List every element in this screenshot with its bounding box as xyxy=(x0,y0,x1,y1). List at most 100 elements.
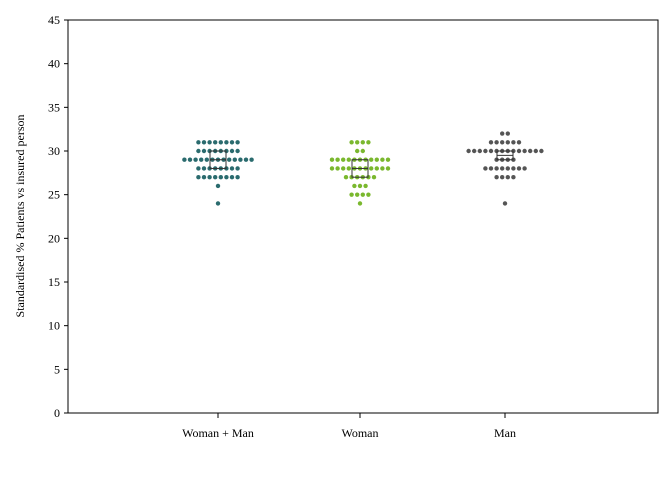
data-point xyxy=(533,148,538,154)
data-point xyxy=(500,140,505,145)
y-axis-title: Standardised % Patients vs insured perso… xyxy=(13,115,27,318)
data-point xyxy=(505,175,510,180)
data-point xyxy=(335,157,340,162)
data-point xyxy=(483,166,488,171)
y-tick-label: 45 xyxy=(48,13,60,27)
data-point xyxy=(385,166,391,171)
data-point xyxy=(502,201,508,206)
data-point xyxy=(466,148,471,154)
data-point xyxy=(235,140,240,145)
data-point xyxy=(215,201,221,206)
data-point xyxy=(229,166,235,171)
data-point xyxy=(500,131,505,136)
y-tick-label: 10 xyxy=(48,319,60,333)
data-point xyxy=(516,140,522,145)
data-point xyxy=(329,157,335,162)
data-point xyxy=(213,175,218,180)
plot-marks xyxy=(182,131,544,206)
data-point xyxy=(243,157,249,162)
data-point xyxy=(477,148,482,154)
data-point xyxy=(235,148,240,154)
y-tick-label: 5 xyxy=(54,362,60,376)
data-point xyxy=(369,166,374,171)
data-point xyxy=(357,201,363,206)
data-point xyxy=(385,157,391,162)
data-point xyxy=(371,175,377,180)
y-tick-label: 40 xyxy=(48,57,60,71)
data-point xyxy=(349,140,354,145)
data-point xyxy=(355,192,360,197)
data-point xyxy=(346,166,351,171)
data-point xyxy=(335,166,340,171)
data-point xyxy=(201,166,207,171)
data-point xyxy=(488,140,494,145)
data-point xyxy=(355,140,360,145)
series-group xyxy=(466,131,544,206)
data-point xyxy=(232,157,237,162)
data-point xyxy=(213,140,218,145)
x-category-label: Woman + Man xyxy=(182,426,254,440)
data-point xyxy=(488,166,494,171)
data-point xyxy=(224,175,229,180)
data-point xyxy=(374,157,379,162)
data-point xyxy=(360,192,365,197)
data-point xyxy=(235,166,240,171)
plot-border xyxy=(67,19,659,414)
data-point xyxy=(505,166,510,171)
data-point xyxy=(516,148,522,154)
data-point xyxy=(366,192,371,197)
data-point xyxy=(522,166,527,171)
data-point xyxy=(182,157,187,162)
data-point xyxy=(341,157,346,162)
data-point xyxy=(218,140,223,145)
data-point xyxy=(516,166,522,171)
y-tick-label: 35 xyxy=(48,100,60,114)
y-tick-label: 20 xyxy=(48,231,60,245)
y-tick-label: 30 xyxy=(48,144,60,158)
data-point xyxy=(360,140,365,145)
data-point xyxy=(196,140,201,145)
y-tick-label: 0 xyxy=(54,406,60,420)
data-point xyxy=(201,175,207,180)
data-point xyxy=(204,157,209,162)
data-point xyxy=(196,175,201,180)
y-tick-label: 15 xyxy=(48,275,60,289)
data-point xyxy=(201,148,207,154)
series-group xyxy=(329,140,391,206)
data-point xyxy=(369,157,374,162)
data-point xyxy=(374,166,379,171)
data-point xyxy=(505,131,510,136)
data-point xyxy=(201,140,207,145)
data-point xyxy=(494,166,499,171)
data-point xyxy=(229,175,235,180)
data-point xyxy=(187,157,193,162)
data-point xyxy=(349,192,354,197)
plot-frame xyxy=(67,19,659,414)
data-point xyxy=(343,175,349,180)
data-point xyxy=(511,166,516,171)
data-point xyxy=(380,157,385,162)
data-point xyxy=(500,175,505,180)
data-point xyxy=(380,166,385,171)
data-point xyxy=(207,140,212,145)
x-category-label: Woman xyxy=(341,426,378,440)
data-point xyxy=(346,157,351,162)
data-point xyxy=(494,140,499,145)
x-axis: Woman + Man Woman Man xyxy=(182,413,516,440)
data-point xyxy=(483,148,488,154)
data-point xyxy=(238,157,243,162)
data-point xyxy=(199,157,204,162)
y-axis: 0 5 10 15 20 25 30 35 40 45 xyxy=(48,13,68,420)
data-point xyxy=(505,140,510,145)
data-point xyxy=(357,183,363,189)
y-tick-label: 25 xyxy=(48,188,60,202)
data-point xyxy=(218,175,223,180)
data-point xyxy=(539,148,544,154)
data-point xyxy=(366,140,371,145)
data-point xyxy=(341,166,346,171)
data-point xyxy=(511,175,516,180)
data-point xyxy=(229,140,235,145)
data-point xyxy=(227,157,232,162)
data-point xyxy=(196,166,201,171)
